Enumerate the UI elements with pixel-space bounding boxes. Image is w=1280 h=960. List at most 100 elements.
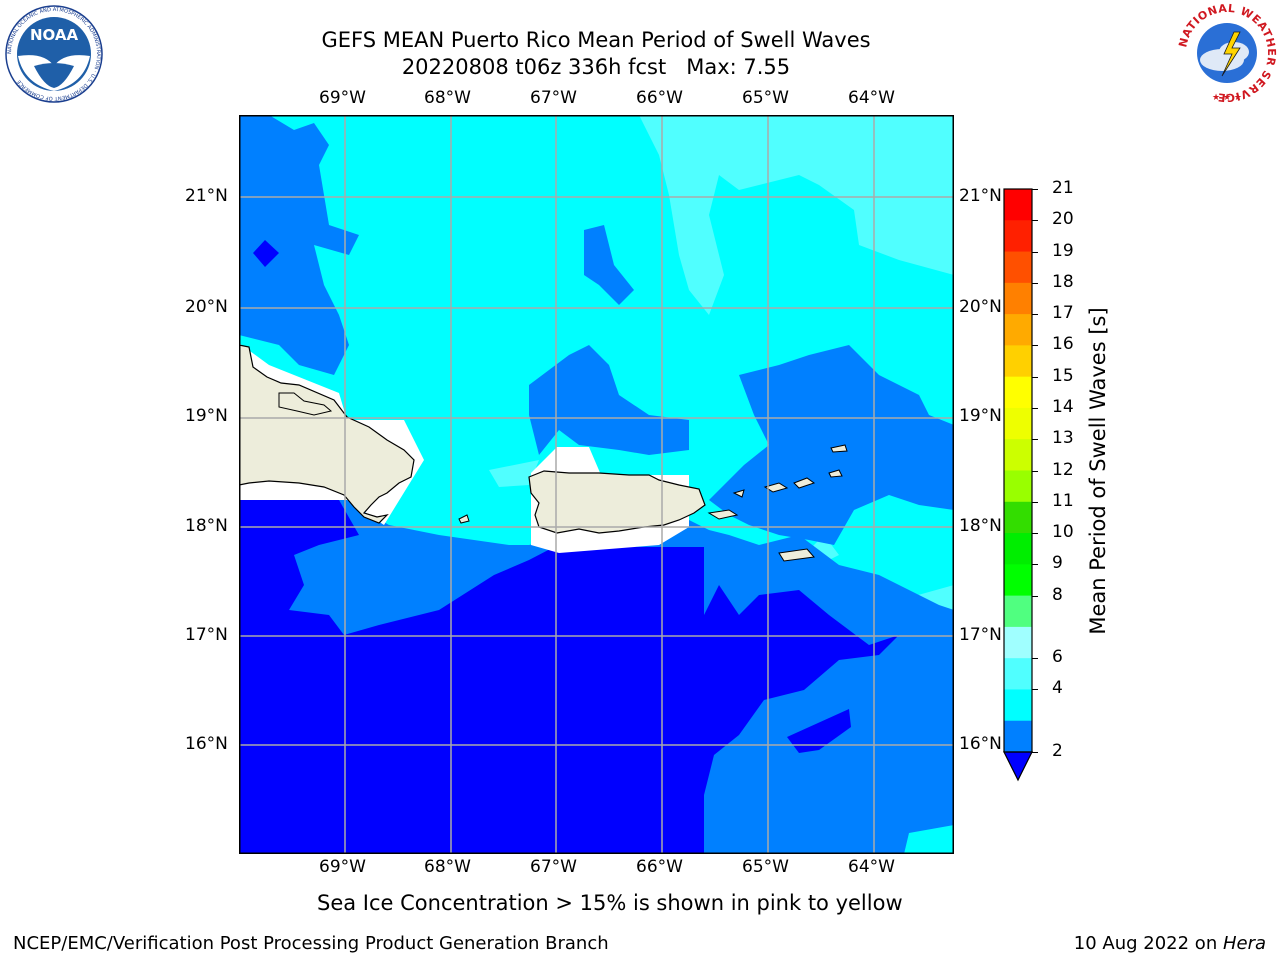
map-frame (239, 115, 954, 854)
lat-label-left: 20°N (185, 297, 228, 317)
lon-label-bottom: 64°W (848, 857, 895, 877)
colorbar-tick-label: 12 (1052, 459, 1074, 480)
colorbar-tick-label: 8 (1052, 584, 1063, 605)
svg-text:★ ★ ★: ★ ★ ★ (1212, 93, 1242, 103)
colorbar-tick-label: 19 (1052, 240, 1074, 261)
colorbar-tick-mark (1032, 439, 1038, 441)
colorbar-tick-mark (1032, 658, 1038, 660)
swell-contour-lt2-spot (719, 677, 759, 699)
lat-label-left: 17°N (185, 625, 228, 645)
land-st-thomas (763, 482, 789, 493)
lat-label-right: 21°N (959, 186, 1002, 206)
lon-label-top: 69°W (319, 88, 366, 108)
colorbar-tick-mark (1032, 752, 1038, 753)
colorbar-band (1004, 407, 1032, 440)
lat-label-right: 17°N (959, 625, 1002, 645)
colorbar-band (1004, 282, 1032, 315)
land-st-john (793, 477, 816, 489)
swell-contour-lt2-nw (253, 240, 279, 267)
lat-label-right: 16°N (959, 734, 1002, 754)
noaa-logo: NOAA NATIONAL OCEANIC AND ATMOSPHERIC AD… (4, 4, 104, 108)
colorbar-label: Mean Period of Swell Waves [s] (1086, 307, 1110, 635)
swell-period-map (239, 115, 954, 854)
lon-label-bottom: 69°W (319, 857, 366, 877)
colorbar-tick-mark (1032, 689, 1038, 691)
swell-contour-lt2-se (787, 709, 851, 753)
colorbar-tick-mark (1032, 376, 1038, 378)
colorbar-band (1004, 533, 1032, 565)
colorbar-band (1004, 345, 1032, 378)
lat-label-right: 18°N (959, 516, 1002, 536)
colorbar-band (1004, 220, 1032, 253)
colorbar-tick-label: 4 (1052, 678, 1063, 699)
colorbar-tick-label: 2 (1052, 741, 1063, 761)
colorbar-band (1004, 626, 1032, 659)
lat-label-left: 19°N (185, 406, 228, 426)
swell-contour-4-6-se-corner (904, 825, 954, 854)
colorbar-tick-mark (1032, 595, 1038, 597)
lat-label-left: 18°N (185, 516, 228, 536)
lat-label-right: 20°N (959, 297, 1002, 317)
swell-contour-lt2-e (799, 620, 839, 640)
colorbar-tick-mark (1032, 470, 1038, 472)
colorbar-tick-mark (1032, 564, 1038, 566)
colorbar-tick-label: 11 (1052, 490, 1074, 511)
footer-date-text: 10 Aug 2022 on (1073, 933, 1223, 954)
swell-contour-6-8-w (489, 460, 539, 487)
nws-logo: NATIONAL WEATHER SERVICE ★ ★ ★ (1176, 2, 1278, 108)
land-hispaniola (239, 344, 415, 524)
swell-contour-2-4-c (529, 345, 689, 455)
colorbar-band (1004, 595, 1032, 628)
lon-label-top: 64°W (848, 88, 895, 108)
colorbar-band (1004, 720, 1032, 753)
land-puerto-rico (528, 470, 706, 534)
colorbar-tick-label: 10 (1052, 522, 1074, 543)
colorbar-tick-mark (1032, 501, 1038, 503)
chart-title: GEFS MEAN Puerto Rico Mean Period of Swe… (321, 28, 871, 52)
swell-contour-2-4-e (709, 345, 954, 545)
lon-label-bottom: 66°W (636, 857, 683, 877)
colorbar (1003, 188, 1033, 782)
colorbar-band (1004, 189, 1032, 221)
lat-label-left: 21°N (185, 186, 228, 206)
colorbar-tick-mark (1032, 314, 1038, 316)
colorbar-under-arrow (1003, 751, 1033, 782)
colorbar-tick-label: 17 (1052, 303, 1074, 324)
land-culebra (732, 489, 745, 498)
colorbar-tick-mark (1032, 533, 1038, 535)
colorbar-band (1004, 564, 1032, 597)
swell-contour-2-4-n (584, 225, 634, 305)
land-anegada (828, 469, 843, 478)
swell-contour-2-4-nw (239, 115, 359, 375)
colorbar-tick-mark (1032, 251, 1038, 253)
colorbar-band (1004, 439, 1032, 471)
land-tortuga (278, 392, 333, 416)
colorbar-tick-label: 13 (1052, 428, 1074, 449)
lon-label-top: 66°W (636, 88, 683, 108)
lon-label-bottom: 67°W (530, 857, 577, 877)
land-mona (458, 514, 470, 524)
colorbar-tick-label: 14 (1052, 396, 1074, 417)
lat-label-left: 16°N (185, 734, 228, 754)
colorbar-tick-mark (1032, 282, 1038, 284)
colorbar-band (1004, 470, 1032, 503)
swell-contour-6-8 (639, 115, 954, 315)
lon-label-top: 68°W (424, 88, 471, 108)
land-bvi (830, 444, 848, 453)
colorbar-tick-label: 15 (1052, 365, 1074, 386)
colorbar-tick-label: 6 (1052, 647, 1063, 668)
lon-label-bottom: 68°W (424, 857, 471, 877)
lon-label-top: 65°W (742, 88, 789, 108)
graticule (239, 115, 954, 854)
colorbar-band (1004, 314, 1032, 346)
lat-label-right: 19°N (959, 406, 1002, 426)
noaa-text: NOAA (30, 26, 79, 44)
footer-branch: NCEP/EMC/Verification Post Processing Pr… (13, 933, 609, 954)
colorbar-band (1004, 501, 1032, 534)
swell-contour-lt2 (239, 500, 899, 854)
colorbar-tick-mark (1032, 407, 1038, 409)
land-vieques (707, 509, 739, 520)
colorbar-tick-label: 18 (1052, 271, 1074, 292)
colorbar-band (1004, 376, 1032, 409)
colorbar-tick-label: 9 (1052, 553, 1063, 574)
